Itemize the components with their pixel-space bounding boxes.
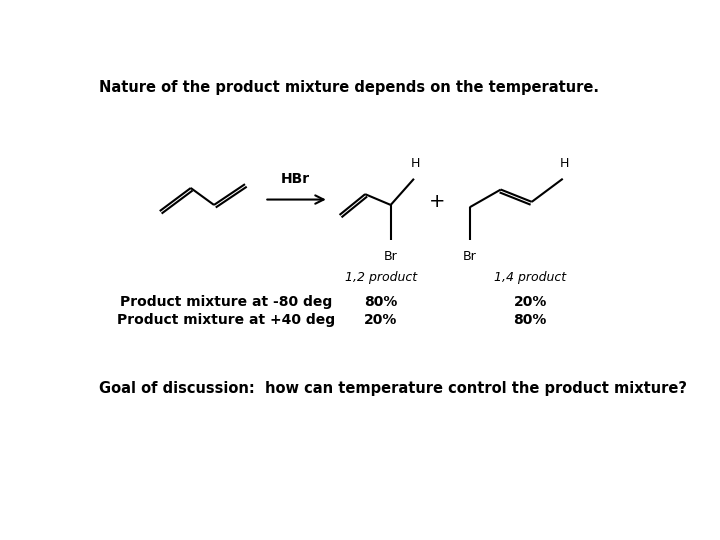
Text: 80%: 80% [364,295,397,309]
Text: Product mixture at +40 deg: Product mixture at +40 deg [117,313,335,327]
Text: H: H [559,157,569,170]
Text: Br: Br [463,249,477,262]
Text: Goal of discussion:  how can temperature control the product mixture?: Goal of discussion: how can temperature … [99,381,688,396]
Text: 1,2 product: 1,2 product [345,271,417,284]
Text: 20%: 20% [513,295,547,309]
Text: 80%: 80% [513,313,547,327]
Text: HBr: HBr [281,172,310,186]
Text: +: + [429,192,446,211]
Text: H: H [411,157,420,170]
Text: Nature of the product mixture depends on the temperature.: Nature of the product mixture depends on… [99,80,599,95]
Text: Product mixture at -80 deg: Product mixture at -80 deg [120,295,332,309]
Text: 1,4 product: 1,4 product [494,271,566,284]
Text: 20%: 20% [364,313,397,327]
Text: Br: Br [384,249,397,262]
